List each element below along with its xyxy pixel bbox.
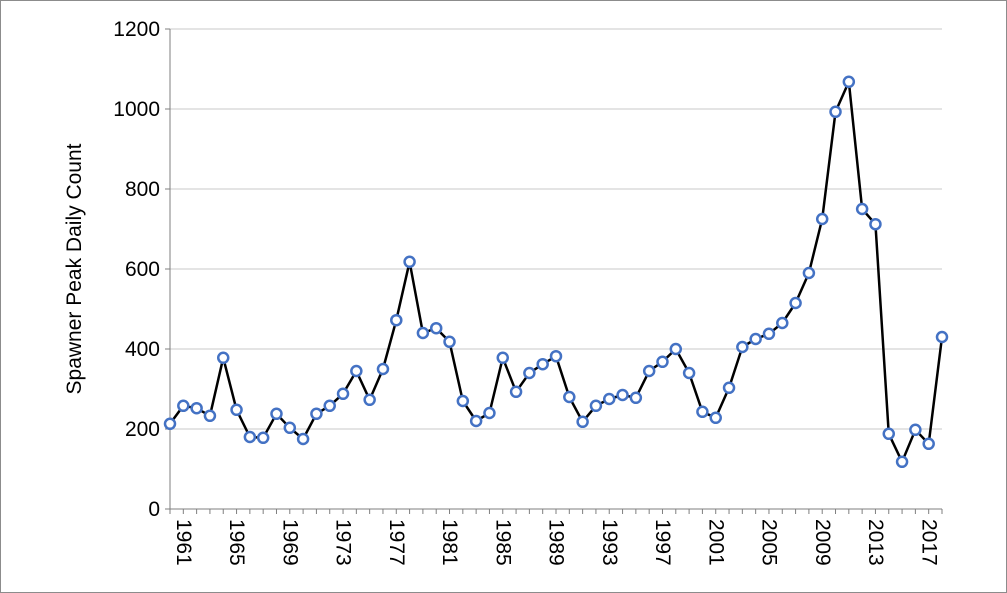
data-point	[509, 385, 523, 399]
data-point	[922, 437, 935, 451]
data-point	[709, 411, 722, 425]
data-point	[656, 355, 669, 369]
data-point	[855, 202, 869, 216]
data-point	[563, 390, 576, 404]
data-point	[203, 409, 217, 423]
data-point	[536, 357, 549, 371]
data-point	[909, 423, 922, 437]
data-point	[829, 105, 842, 119]
series-group	[163, 75, 949, 469]
data-point	[403, 255, 416, 269]
data-point	[323, 399, 336, 413]
data-point	[256, 431, 270, 445]
data-point	[496, 351, 510, 365]
data-point	[456, 394, 470, 408]
data-point	[190, 401, 203, 415]
data-point	[177, 399, 190, 413]
y-tick-label: 1000	[113, 98, 160, 121]
gridlines	[170, 28, 942, 430]
data-point	[935, 330, 949, 344]
data-point	[776, 316, 789, 330]
data-point	[416, 326, 430, 340]
data-point	[483, 406, 496, 420]
data-point	[842, 75, 856, 89]
y-tick-label: 0	[148, 498, 160, 521]
data-point	[523, 366, 536, 380]
data-point	[682, 366, 696, 380]
x-tick-label: 1977	[385, 519, 408, 566]
data-point	[869, 217, 882, 231]
data-point	[443, 335, 456, 349]
x-tick-label: 1997	[651, 519, 674, 566]
data-point	[815, 212, 829, 226]
data-point	[283, 421, 297, 435]
y-tick-label: 1200	[113, 18, 160, 41]
data-point	[762, 327, 776, 341]
data-point	[216, 351, 230, 365]
x-tick-label: 2001	[704, 519, 727, 566]
data-point	[310, 407, 323, 421]
data-point	[895, 455, 909, 469]
y-tick-label: 400	[125, 338, 160, 361]
data-point	[589, 399, 603, 413]
data-point	[789, 296, 802, 310]
data-point	[696, 405, 709, 419]
data-point	[336, 387, 350, 401]
data-point	[802, 266, 816, 280]
y-tick-label: 200	[125, 418, 160, 441]
data-point	[243, 430, 257, 444]
data-point	[616, 388, 629, 402]
data-point	[163, 417, 177, 431]
data-point	[363, 393, 376, 407]
x-tick-label: 1969	[278, 519, 301, 566]
x-tick-label: 1981	[438, 519, 461, 566]
y-tick-label: 600	[125, 258, 160, 281]
data-point	[749, 332, 762, 346]
x-tick-label: 1989	[545, 519, 568, 566]
data-point	[270, 407, 283, 421]
data-point	[736, 340, 749, 354]
y-axis-title: Spawner Peak Daily Count	[63, 143, 86, 394]
data-point	[230, 403, 243, 417]
x-tick-label: 1973	[332, 519, 355, 566]
x-tick-label: 2005	[758, 519, 781, 566]
x-tick-label: 1985	[491, 519, 514, 566]
data-point	[469, 414, 483, 428]
y-tick-label: 800	[125, 178, 160, 201]
x-tick-labels: 1961 1965 1969 1973 1977 1981 1985 1989 1993 1997…	[172, 519, 940, 566]
y-tick-labels: 0 200 400 600 800 1000 1200	[113, 18, 160, 521]
data-point	[376, 362, 390, 376]
data-point	[669, 342, 683, 356]
data-point	[882, 427, 896, 441]
data-point	[642, 364, 656, 378]
data-point	[350, 364, 363, 378]
x-tick-label: 1961	[172, 519, 195, 566]
data-point	[722, 381, 736, 395]
series-line	[168, 80, 944, 464]
data-point	[390, 313, 403, 327]
data-point	[296, 432, 310, 446]
axes	[165, 28, 943, 514]
x-tick-label: 2009	[811, 519, 834, 566]
x-tick-label: 1993	[598, 519, 621, 566]
data-point	[602, 392, 616, 406]
x-tick-label: 2013	[864, 519, 887, 566]
data-point	[576, 415, 589, 429]
data-point	[429, 321, 443, 335]
x-tick-label: 2017	[917, 519, 940, 566]
data-point	[629, 391, 643, 405]
x-tick-label: 1965	[225, 519, 248, 566]
data-point	[549, 349, 563, 363]
